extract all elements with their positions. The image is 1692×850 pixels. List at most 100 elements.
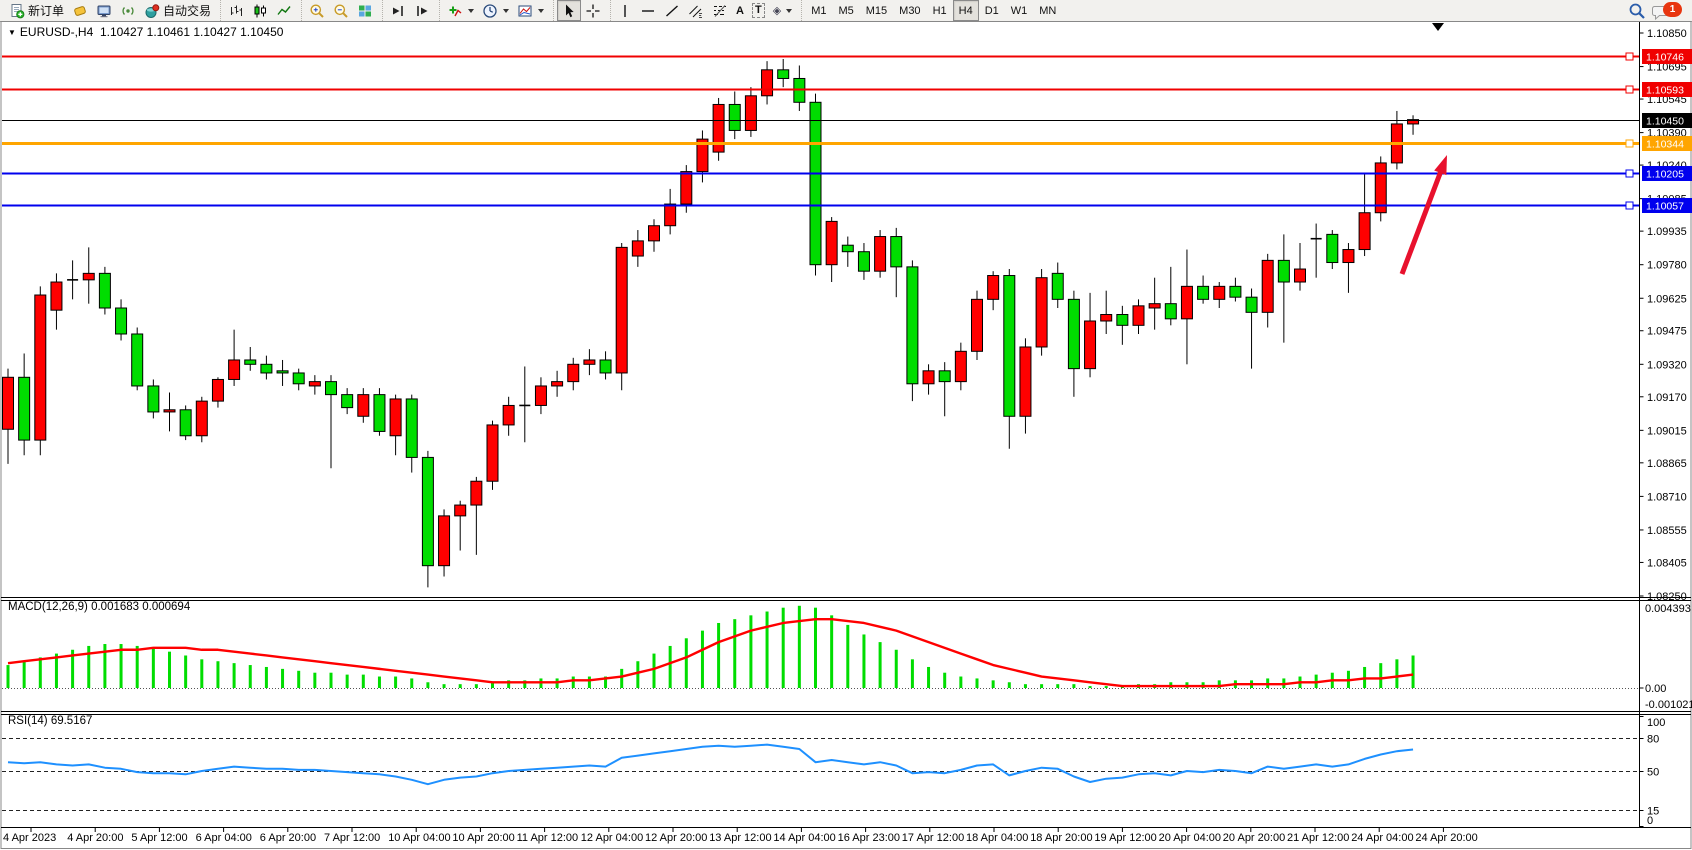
timeframe-button-d1[interactable]: D1 (984, 4, 999, 17)
toolbar-group-timeframes: M1 M5 M15 M30 H1 H4 D1 W1 MN (801, 0, 1065, 21)
timeframe-button-w1[interactable]: W1 (1010, 4, 1028, 17)
terminal-button[interactable] (92, 0, 116, 21)
auto-scroll-button[interactable] (386, 0, 410, 21)
arrows-dropdown-arrow[interactable] (786, 8, 793, 13)
candle-down (599, 359, 612, 374)
line-chart-button[interactable] (272, 0, 296, 21)
price-tick-label: 1.09625 (1647, 293, 1687, 305)
candle-up (712, 103, 725, 153)
macd-histogram-bar (458, 684, 462, 688)
candle-down (809, 101, 822, 266)
time-tick-label: 12 Apr 20:00 (645, 832, 707, 844)
candle-up (211, 378, 224, 402)
tile-windows-button[interactable] (353, 0, 377, 21)
cursor-button[interactable] (557, 0, 582, 21)
time-tick-label: 24 Apr 04:00 (1351, 832, 1413, 844)
crosshair-button[interactable] (581, 0, 605, 21)
chart-window-border (0, 21, 1692, 849)
autotrading-button[interactable]: 自动交易 (140, 0, 215, 21)
level-price-badge-label: 1.10057 (1646, 201, 1684, 213)
level-price-badge-label: 1.10450 (1646, 116, 1684, 128)
level-price-badge-label: 1.10205 (1646, 169, 1684, 181)
level-line-handle[interactable] (1625, 201, 1634, 210)
candle-up (744, 95, 757, 131)
candle-up (1213, 285, 1226, 300)
candle-down (857, 251, 870, 272)
level-line-handle[interactable] (1625, 52, 1634, 61)
macd-histogram-bar (765, 611, 769, 688)
timeframe-button-m30[interactable]: M30 (899, 4, 921, 17)
profiles-button[interactable] (68, 0, 92, 21)
signals-button[interactable] (116, 0, 140, 21)
chart-symbol-period: EURUSD-,H4 (19, 25, 94, 39)
periods-button[interactable] (478, 0, 513, 21)
vertical-line-button[interactable] (614, 0, 636, 21)
candle-up (648, 225, 660, 242)
indicators-dropdown-arrow[interactable] (468, 8, 475, 13)
chart-shift-button[interactable] (410, 0, 434, 21)
candle-down (147, 385, 160, 413)
arrows-button[interactable]: ◈ (769, 0, 796, 21)
chart-shift-marker-icon[interactable] (1432, 23, 1444, 31)
bar-chart-button[interactable] (224, 0, 248, 21)
new-order-button[interactable]: 新订单 (5, 0, 68, 21)
indicators-button[interactable] (443, 0, 478, 21)
candle-up (664, 203, 677, 227)
macd-histogram-bar (232, 663, 236, 688)
macd-histogram-bar (927, 666, 931, 688)
toolbar-group-charttype (220, 0, 299, 21)
fibonacci-button[interactable] (708, 0, 732, 21)
rsi-indicator-label: RSI(14) 69.5167 (8, 715, 93, 727)
candle-up (1294, 268, 1306, 283)
time-tick-label: 16 Apr 23:00 (838, 832, 900, 844)
time-tick-label: 6 Apr 04:00 (196, 832, 252, 844)
macd-histogram-bar (1411, 655, 1415, 688)
candle-up (308, 381, 321, 387)
text-label-button[interactable]: T (748, 0, 769, 21)
candle-up (551, 381, 564, 387)
trend-arrow-head[interactable] (1434, 155, 1447, 176)
horizontal-line-button[interactable] (636, 0, 660, 21)
notification-badge[interactable]: 1 (1663, 1, 1682, 17)
text-button[interactable]: A (732, 0, 748, 21)
macd-histogram-bar (604, 676, 608, 688)
macd-histogram-bar (1056, 684, 1060, 688)
chart-menu-arrow-icon[interactable]: ▼ (8, 28, 16, 37)
trendline-button[interactable] (660, 0, 684, 21)
timeframe-button-h1[interactable]: H1 (932, 4, 947, 17)
timeframe-button-m15[interactable]: M15 (865, 4, 888, 17)
timeframe-button-h4[interactable]: H4 (952, 0, 979, 21)
candle-down (777, 69, 790, 79)
time-tick-label: 7 Apr 12:00 (324, 832, 380, 844)
macd-histogram-bar (507, 680, 511, 688)
timeframe-button-m1[interactable]: M1 (811, 4, 827, 17)
equidistant-channel-button[interactable] (684, 0, 708, 21)
equidistant-channel-icon (689, 5, 703, 18)
zoom-out-button[interactable] (329, 0, 353, 21)
candle-up (502, 404, 515, 426)
notifications-area[interactable]: 1 (1652, 1, 1686, 21)
macd-histogram-bar (151, 647, 155, 688)
fibonacci-icon (714, 4, 727, 17)
search-icon[interactable] (1628, 2, 1646, 20)
level-line-handle[interactable] (1625, 85, 1634, 94)
level-line-handle[interactable] (1625, 169, 1634, 178)
macd-histogram-bar (1072, 684, 1076, 688)
trend-arrow-object[interactable] (1399, 165, 1446, 275)
candle-up (971, 298, 983, 352)
candle-up (1358, 212, 1371, 251)
price-tick-label: 1.10545 (1647, 94, 1687, 106)
timeframe-button-m5[interactable]: M5 (838, 4, 854, 17)
price-tick-label: 1.09170 (1647, 392, 1687, 404)
timeframe-button-mn[interactable]: MN (1039, 4, 1057, 17)
templates-dropdown-arrow[interactable] (538, 8, 545, 13)
zoom-in-button[interactable] (305, 0, 329, 21)
templates-button[interactable] (513, 0, 548, 21)
level-line-handle[interactable] (1625, 139, 1634, 148)
candlestick-chart-button[interactable] (248, 0, 272, 21)
candle-up (1019, 346, 1032, 417)
candle-up (567, 363, 580, 383)
trendline-icon (666, 4, 679, 17)
periods-dropdown-arrow[interactable] (503, 8, 510, 13)
